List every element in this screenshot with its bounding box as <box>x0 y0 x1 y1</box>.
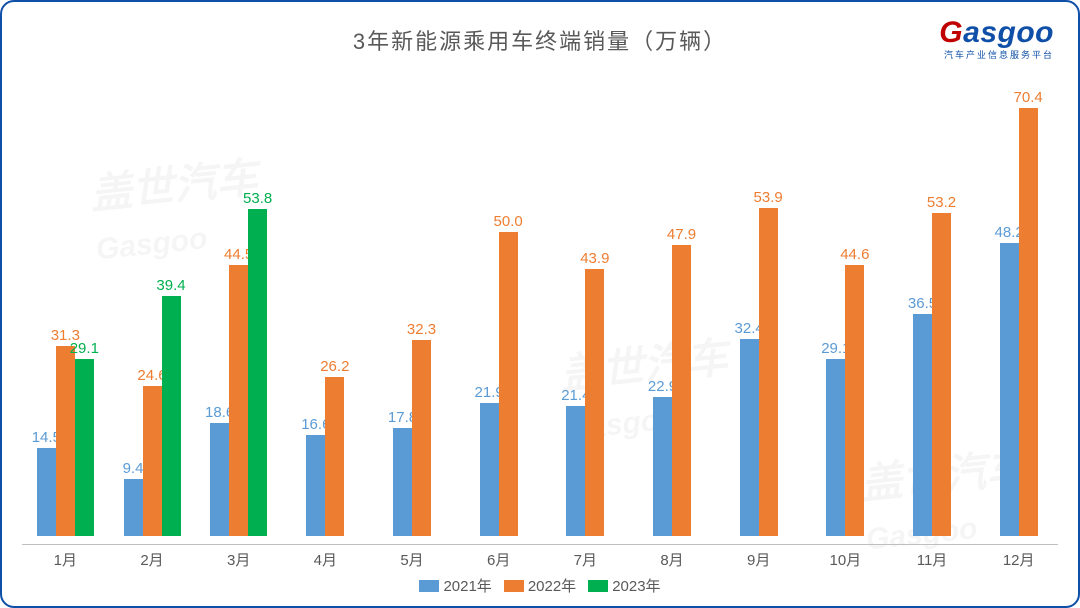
bar <box>229 265 248 536</box>
bar <box>932 213 951 536</box>
x-tick-label: 7月 <box>574 549 597 570</box>
bar <box>75 359 94 536</box>
x-tick-label: 3月 <box>227 549 250 570</box>
bar <box>826 359 845 536</box>
x-tick-label: 10月 <box>829 549 861 570</box>
legend-label: 2023年 <box>612 578 660 595</box>
bar <box>393 428 412 536</box>
bar <box>1000 243 1019 536</box>
bar-value-label: 50.0 <box>483 213 533 230</box>
bar-value-label: 53.8 <box>233 190 283 207</box>
x-tick-label: 11月 <box>917 549 948 570</box>
x-tick-label: 1月 <box>54 549 77 570</box>
bar <box>37 448 56 536</box>
bar <box>1019 108 1038 536</box>
bar <box>210 423 229 536</box>
x-tick-label: 9月 <box>747 549 770 570</box>
legend-label: 2022年 <box>528 578 576 595</box>
chart-plot-area: 14.531.329.19.424.639.418.644.553.816.62… <box>22 80 1058 536</box>
bar <box>306 435 325 536</box>
bar <box>56 346 75 536</box>
legend-item: 2023年 <box>588 575 660 596</box>
legend-label: 2021年 <box>443 578 491 595</box>
bar <box>325 377 344 536</box>
legend-item: 2021年 <box>419 575 491 596</box>
x-tick-label: 2月 <box>140 549 163 570</box>
legend-item: 2022年 <box>504 575 576 596</box>
bar-value-label: 44.6 <box>830 246 880 263</box>
x-tick-label: 4月 <box>314 549 337 570</box>
chart-title: 3年新能源乘用车终端销量（万辆） <box>2 24 1078 56</box>
x-tick-label: 5月 <box>400 549 423 570</box>
bar <box>672 245 691 536</box>
bar-value-label: 32.3 <box>397 321 447 338</box>
bar <box>566 406 585 536</box>
bar <box>248 209 267 536</box>
bar-value-label: 43.9 <box>570 250 620 267</box>
bar <box>124 479 143 536</box>
bar <box>759 208 778 536</box>
brand-logo: Gasgoo 汽车产业信息服务平台 <box>939 16 1054 61</box>
bar <box>412 340 431 536</box>
legend-swatch <box>588 580 608 592</box>
bar <box>913 314 932 536</box>
x-tick-label: 12月 <box>1003 549 1035 570</box>
logo-subtitle: 汽车产业信息服务平台 <box>939 48 1054 61</box>
bar <box>162 296 181 536</box>
bar-value-label: 70.4 <box>1003 89 1053 106</box>
bar <box>585 269 604 536</box>
bar-value-label: 53.9 <box>743 189 793 206</box>
bar-value-label: 29.1 <box>59 340 109 357</box>
legend-swatch <box>419 580 439 592</box>
bar-value-label: 26.2 <box>310 358 360 375</box>
bar-value-label: 39.4 <box>146 277 196 294</box>
x-tick-label: 8月 <box>660 549 683 570</box>
bar <box>499 232 518 536</box>
bar <box>653 397 672 536</box>
bar-value-label: 47.9 <box>657 226 707 243</box>
logo-text: Gasgoo <box>939 16 1054 50</box>
bar <box>143 386 162 536</box>
x-tick-label: 6月 <box>487 549 510 570</box>
bar <box>845 265 864 536</box>
bar-value-label: 53.2 <box>917 194 967 211</box>
bar <box>480 403 499 536</box>
legend-swatch <box>504 580 524 592</box>
bar <box>740 339 759 536</box>
x-axis: 1月2月3月4月5月6月7月8月9月10月11月12月 <box>22 544 1058 566</box>
legend: 2021年 2022年 2023年 <box>2 575 1078 596</box>
